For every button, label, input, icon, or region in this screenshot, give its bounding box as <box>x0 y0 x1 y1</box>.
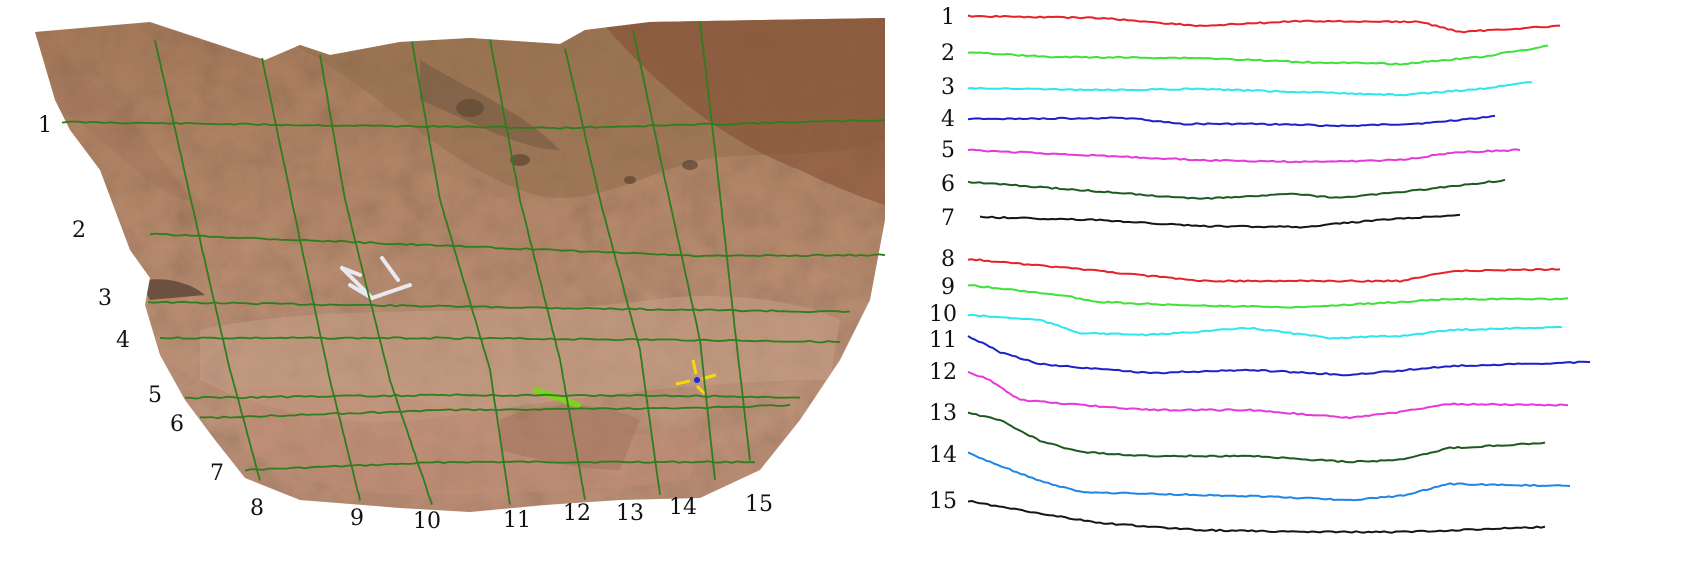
profile-label: 2 <box>941 41 955 66</box>
grid-row-line <box>199 404 791 420</box>
profile-12: 12 <box>929 360 1569 420</box>
profile-line <box>967 178 1506 200</box>
green-pen-marker <box>533 387 581 408</box>
profile-label: 11 <box>929 328 957 353</box>
profile-5: 5 <box>941 138 1521 164</box>
column-label: 15 <box>745 492 773 517</box>
profile-label: 5 <box>941 138 955 163</box>
profile-label: 12 <box>929 360 957 385</box>
grid-column-line <box>154 40 261 481</box>
profile-6: 6 <box>941 172 1506 200</box>
tripod-equipment <box>340 256 412 300</box>
profile-label: 10 <box>929 302 957 327</box>
profile-line <box>967 81 1533 97</box>
roughness-profiles: 1 2 3 4 5 6 7 8 <box>929 5 1591 534</box>
profile-3: 3 <box>941 75 1533 100</box>
profile-line <box>967 284 1569 309</box>
grid-row-line <box>61 118 886 130</box>
profile-line <box>967 370 1569 420</box>
profile-line <box>967 44 1549 66</box>
row-label: 3 <box>98 286 112 311</box>
profile-line <box>967 14 1561 34</box>
profile-label: 15 <box>929 489 957 514</box>
profile-4: 4 <box>941 107 1496 132</box>
profile-13: 13 <box>929 401 1546 464</box>
profile-label: 7 <box>941 206 955 231</box>
grid-column-line <box>564 48 661 495</box>
column-label: 14 <box>669 495 697 520</box>
row-labels: 1 2 3 4 5 6 7 <box>38 113 224 486</box>
grid-row-line <box>244 460 755 472</box>
grid-column-line <box>319 54 433 505</box>
grid-row-line <box>159 336 841 344</box>
profile-label: 8 <box>941 247 955 272</box>
row-label: 5 <box>148 383 162 408</box>
grid-column-line <box>411 41 511 505</box>
profile-line <box>967 114 1496 128</box>
row-label: 1 <box>38 113 52 138</box>
profile-label: 14 <box>929 443 957 468</box>
profile-line <box>967 148 1521 164</box>
column-labels: 8 9 10 11 12 13 14 15 <box>250 492 773 534</box>
profile-grid <box>61 22 886 505</box>
column-label: 11 <box>503 508 531 533</box>
profile-line <box>967 451 1571 502</box>
profile-11: 11 <box>929 328 1591 377</box>
row-label: 7 <box>210 461 224 486</box>
row-label: 6 <box>170 412 184 437</box>
row-label: 4 <box>116 328 130 353</box>
column-label: 10 <box>413 509 441 534</box>
profile-14: 14 <box>929 443 1571 502</box>
profile-7: 7 <box>941 206 1461 231</box>
grid-column-line <box>489 39 586 500</box>
grid-row-line <box>149 232 886 258</box>
row-label: 2 <box>72 218 86 243</box>
profile-line <box>979 213 1461 229</box>
grid-column-line <box>261 57 361 501</box>
profile-label: 9 <box>941 275 955 300</box>
column-label: 12 <box>563 501 591 526</box>
profile-line <box>967 258 1561 283</box>
profile-line <box>967 500 1546 534</box>
column-label: 9 <box>350 506 364 531</box>
profile-8: 8 <box>941 247 1561 283</box>
grid-column-line <box>699 22 751 461</box>
profile-label: 13 <box>929 401 957 426</box>
profile-label: 6 <box>941 172 955 197</box>
grid-column-line <box>632 30 716 481</box>
profile-15: 15 <box>929 489 1546 534</box>
profile-10: 10 <box>929 302 1563 340</box>
profile-2: 2 <box>941 41 1549 66</box>
profile-label: 3 <box>941 75 955 100</box>
profile-9: 9 <box>941 275 1569 309</box>
column-label: 8 <box>250 496 264 521</box>
profile-1: 1 <box>941 5 1561 34</box>
column-label: 13 <box>616 501 644 526</box>
outcrop-photo <box>35 18 885 512</box>
profile-line <box>967 411 1546 464</box>
profile-line <box>967 313 1563 340</box>
profile-label: 4 <box>941 107 955 132</box>
grid-row-line <box>184 393 801 400</box>
profile-label: 1 <box>941 5 955 30</box>
profile-line <box>967 335 1591 377</box>
